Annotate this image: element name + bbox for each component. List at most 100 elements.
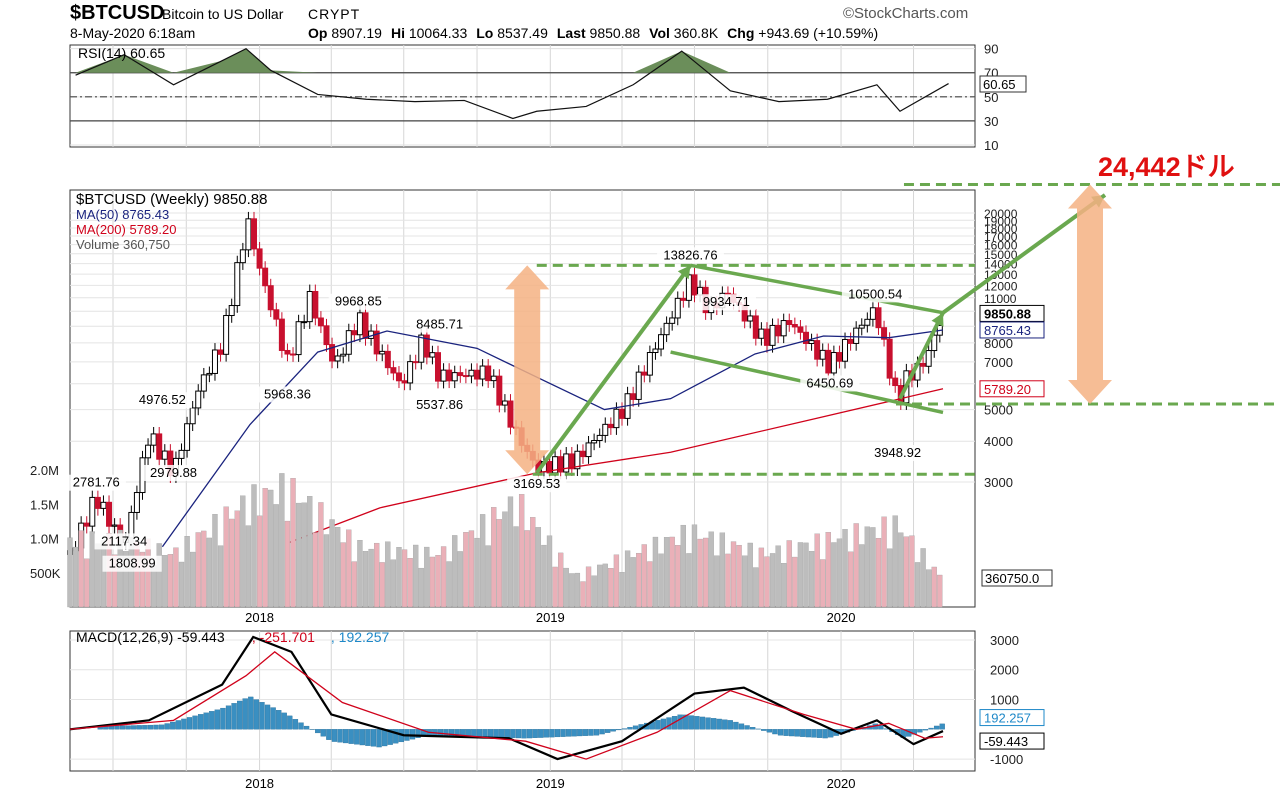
candle-body: [618, 408, 625, 419]
macd-histogram-bar: [376, 729, 382, 748]
candle-body: [646, 352, 653, 376]
macd-histogram-bar: [705, 717, 711, 730]
volume-bar: [167, 554, 174, 608]
volume-bar: [201, 530, 207, 608]
volume-bar: [407, 558, 413, 608]
volume-bar: [870, 527, 876, 608]
candle-body: [429, 352, 436, 358]
macd-histogram-bar: [443, 729, 449, 736]
macd-histogram-bar: [471, 729, 477, 737]
candle-body: [245, 218, 252, 251]
volume-bar: [619, 572, 625, 608]
macd-histogram-bar: [170, 721, 176, 730]
candle-body: [596, 434, 603, 441]
volume-bar: [184, 536, 190, 608]
macd-histogram-bar: [794, 729, 800, 737]
candle-body: [161, 450, 168, 460]
candle-body: [490, 375, 497, 382]
macd-histogram-bar: [655, 720, 661, 730]
macd-histogram-bar: [281, 712, 287, 730]
macd-tick-label: 3000: [990, 633, 1019, 648]
macd-histogram-bar: [928, 727, 934, 730]
candle-body: [211, 349, 218, 374]
volume-bar: [78, 530, 84, 608]
rsi-tick-label: 50: [984, 90, 998, 105]
volume-bar: [485, 545, 491, 608]
volume-bar: [396, 547, 402, 608]
candle-body: [206, 372, 213, 376]
volume-bar: [753, 567, 759, 608]
target-label: 24,442ドル: [1098, 152, 1235, 182]
macd-histogram-bar: [727, 720, 733, 730]
volume-bar: [747, 542, 753, 608]
volume-bar: [530, 517, 536, 608]
volume-bar: [892, 515, 898, 608]
macd-histogram-bar: [822, 729, 828, 739]
ohlc-label-0: Op: [308, 25, 332, 41]
ohlc-value-2: 8537.49: [497, 25, 548, 41]
volume-bar: [502, 511, 508, 608]
macd-histogram-bar: [878, 725, 884, 730]
volume-bar: [675, 545, 681, 608]
candle-body: [920, 362, 927, 367]
annotation-bg: [328, 293, 388, 310]
candle-body: [295, 321, 302, 356]
macd-current-label: 192.257: [984, 711, 1031, 726]
price-tick-label: 11000: [984, 292, 1017, 306]
volume-bar: [781, 563, 787, 608]
volume-bar: [223, 506, 229, 608]
candle-body: [407, 361, 414, 384]
annotation-bg: [94, 533, 154, 550]
volume-bar: [323, 534, 330, 608]
volume-bar: [95, 543, 101, 608]
macd-histogram-bar: [722, 719, 728, 730]
price-annotation: 4976.52: [139, 392, 186, 407]
volume-bar: [346, 529, 352, 608]
volume-bar: [758, 547, 765, 608]
price-tick-label: 14000: [984, 258, 1018, 272]
projection-double-arrow: [1068, 184, 1112, 405]
candle-body: [669, 317, 676, 324]
volume-bar: [937, 574, 943, 608]
volume-bar: [680, 524, 686, 608]
brand-logo[interactable]: ©StockCharts.com: [843, 5, 969, 22]
candle-body: [842, 338, 849, 362]
candle-body: [412, 361, 419, 364]
ohlc-label-1: Hi: [390, 25, 409, 41]
macd-histogram-bar: [616, 729, 622, 731]
macd-histogram-bar: [610, 729, 616, 732]
channel-line: [690, 263, 944, 315]
candle-body: [239, 249, 246, 264]
volume-bar: [825, 532, 831, 608]
symbol-name: Bitcoin to US Dollar: [162, 6, 284, 22]
candle-body: [747, 315, 754, 322]
candle-body: [780, 320, 787, 337]
trend-overlay: [505, 183, 1280, 476]
volume-bar: [496, 519, 502, 608]
macd-histogram-bar: [114, 725, 120, 730]
candle-body: [323, 325, 330, 346]
price-annotation: 13826.76: [663, 247, 717, 262]
volume-bar: [268, 489, 274, 608]
macd-histogram-bar: [342, 729, 349, 744]
candle-body: [591, 439, 598, 444]
volume-current-box: [981, 569, 1053, 587]
volume-bar: [385, 541, 391, 608]
ohlc-value-3: 9850.88: [589, 25, 641, 41]
candle-body: [446, 369, 453, 382]
volume-bar: [368, 548, 374, 608]
candle-body: [273, 309, 280, 320]
volume-bar: [84, 558, 90, 608]
candle-body: [94, 496, 101, 509]
volume-bar: [808, 551, 815, 608]
volume-bar: [67, 537, 73, 608]
ohlc-strip: Op 8907.19 Hi 10064.33 Lo 8537.49 Last 9850…: [308, 25, 887, 41]
candle-body: [797, 326, 804, 333]
candle-body: [585, 442, 592, 458]
macd-histogram-bar: [393, 729, 399, 744]
rsi-overbought-fill: [75, 48, 949, 73]
volume-tick-label: 1.0M: [30, 532, 59, 547]
candle-body: [262, 267, 269, 287]
